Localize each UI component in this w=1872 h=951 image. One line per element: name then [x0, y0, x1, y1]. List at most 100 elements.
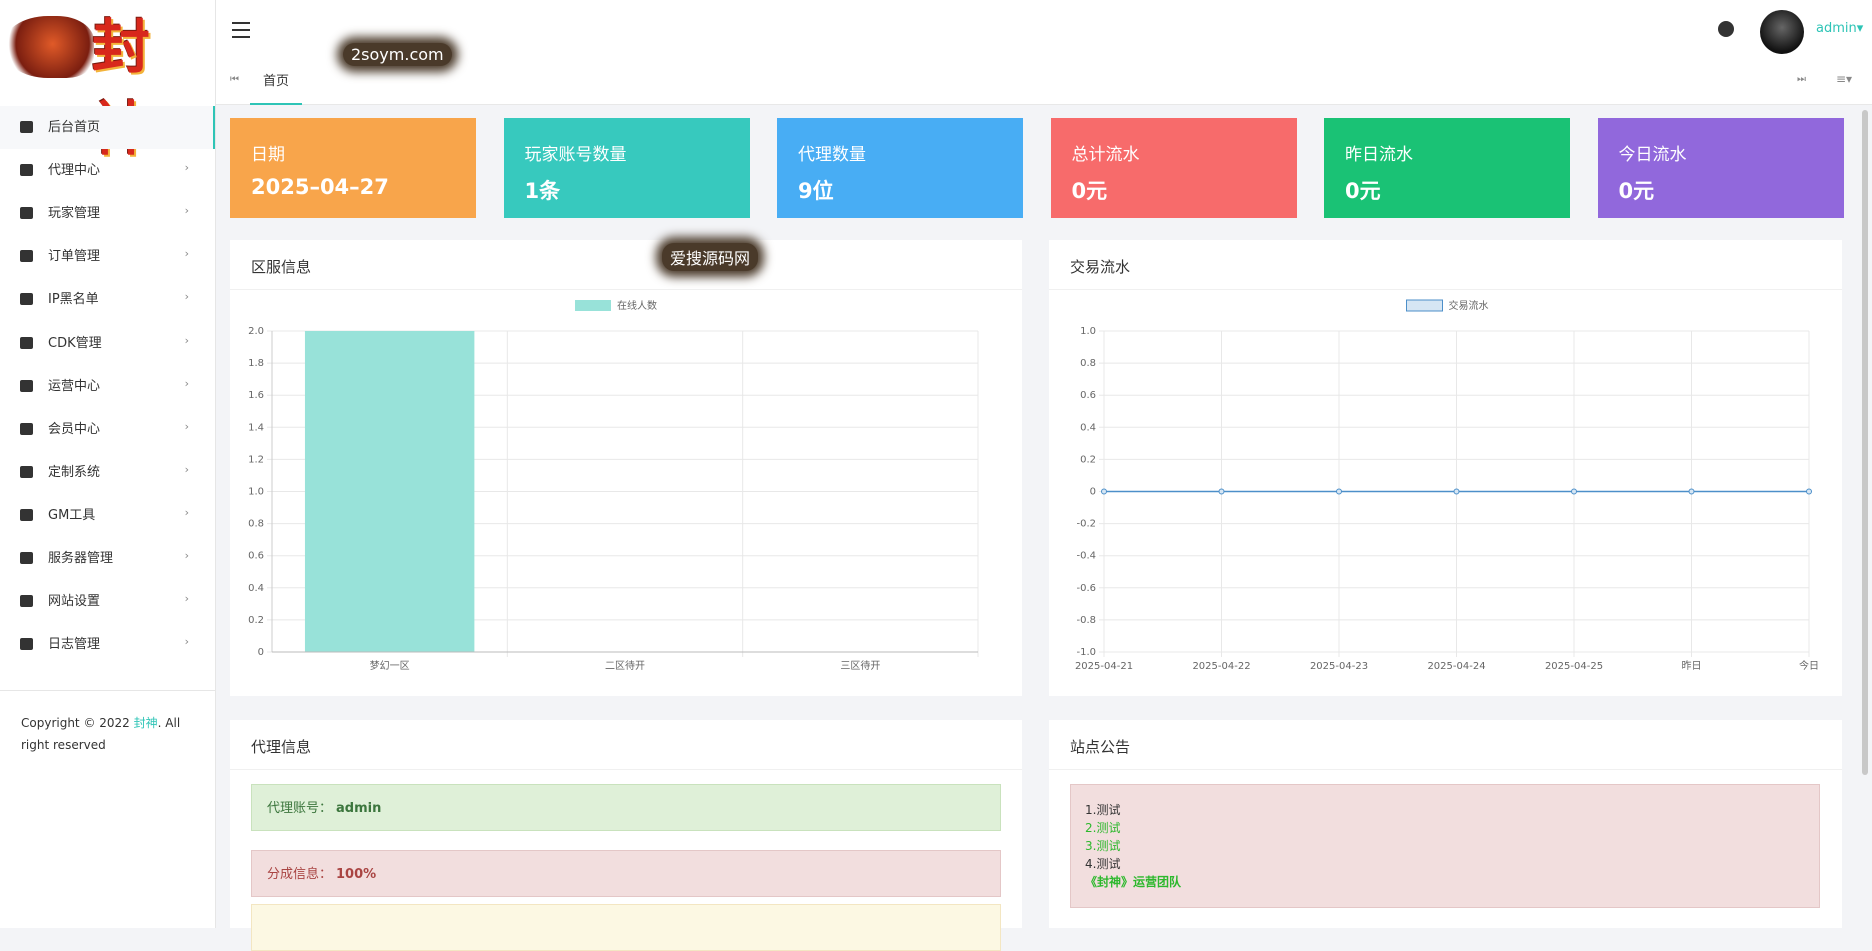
y-tick-label: -0.8: [1076, 615, 1096, 626]
menu-item[interactable]: GM工具 ›: [0, 494, 215, 537]
copyright-text: . All right reserved: [21, 716, 181, 752]
menu-label[interactable]: IP黑名单: [48, 292, 99, 308]
menu-item[interactable]: 运营中心 ›: [0, 365, 215, 408]
menu-label[interactable]: 运营中心: [48, 378, 101, 394]
menu-item[interactable]: 玩家管理 ›: [0, 192, 215, 235]
y-tick-label: 0.4: [1080, 422, 1096, 433]
tab-next[interactable]: ⏭: [1797, 74, 1806, 85]
menu-icon: [20, 422, 33, 435]
menu-item[interactable]: CDK管理 ›: [0, 322, 215, 365]
point: [1336, 488, 1342, 495]
stat-label: 昨日流水: [1345, 145, 1413, 165]
menu-toggle[interactable]: [232, 22, 250, 38]
x-tick-label: 2025-04-21: [1075, 661, 1133, 672]
scrollbar[interactable]: [1862, 110, 1868, 775]
panel-title: 代理信息: [230, 720, 1022, 770]
stat-value: 2025–04–27: [251, 175, 389, 199]
tab-prev[interactable]: ⏮: [230, 74, 239, 85]
stat-value: 0元: [1618, 179, 1655, 203]
stat-value: 1条: [524, 179, 561, 203]
menu-item[interactable]: 网站设置 ›: [0, 580, 215, 623]
menu-label[interactable]: 日志管理: [48, 637, 101, 653]
menu-item[interactable]: 服务器管理 ›: [0, 537, 215, 580]
menu-label[interactable]: 定制系统: [48, 464, 101, 480]
legend-label: 交易流水: [1449, 299, 1489, 312]
y-tick-label: 0.2: [248, 615, 264, 626]
menu-arrow: ›: [184, 290, 189, 304]
menu-item[interactable]: 定制系统 ›: [0, 451, 215, 494]
stat-card: 总计流水 0元: [1050, 118, 1297, 218]
point: [1218, 488, 1225, 495]
menu-arrow: ›: [184, 462, 189, 476]
menu-item[interactable]: 日志管理 ›: [0, 623, 215, 666]
watermark: 2soym.com: [343, 43, 452, 66]
y-tick-label: 0.6: [1080, 390, 1096, 401]
agent-value: admin: [336, 801, 382, 816]
copyright-text: Copyright © 2022: [21, 716, 130, 730]
stat-label: 玩家账号数量: [524, 145, 627, 165]
menu-label[interactable]: 后台首页: [48, 120, 101, 135]
notice-line: 2.测试: [1085, 821, 1121, 835]
menu-label[interactable]: 服务器管理: [48, 551, 114, 566]
logo-image: [2, 16, 94, 78]
menu-icon: [20, 293, 33, 306]
menu-label[interactable]: 会员中心: [48, 421, 101, 437]
point: [1806, 488, 1812, 495]
brand-link[interactable]: 封神: [133, 716, 158, 730]
agent-label: 分成信息：: [267, 867, 333, 882]
avatar[interactable]: [1760, 10, 1804, 54]
menu-icon: [20, 465, 33, 478]
menu-label[interactable]: CDK管理: [48, 335, 102, 351]
agent-label: 代理账号：: [267, 801, 333, 816]
theme-button[interactable]: [1718, 21, 1734, 37]
menu-item[interactable]: IP黑名单 ›: [0, 278, 215, 321]
menu-icon: [20, 508, 33, 521]
notice-line: 1.测试: [1085, 803, 1121, 817]
menu-arrow: ›: [184, 592, 189, 606]
stat-card: 代理数量 9位: [777, 118, 1023, 218]
menu-arrow: ›: [184, 247, 189, 261]
x-tick-label: 二区待开: [605, 659, 645, 672]
menu-icon: [20, 595, 33, 608]
x-tick-label: 2025-04-25: [1545, 661, 1603, 672]
y-tick-label: 1.4: [248, 422, 264, 433]
menu-item[interactable]: 代理中心 ›: [0, 149, 215, 192]
menu-arrow: ›: [184, 635, 189, 649]
y-tick-label: -1.0: [1076, 647, 1096, 658]
menu-icon: [20, 250, 33, 263]
y-tick-label: 0: [1090, 487, 1096, 498]
menu-arrow: ›: [184, 419, 189, 433]
legend-swatch: [575, 300, 611, 311]
menu-label[interactable]: 订单管理: [48, 249, 101, 265]
username[interactable]: admin: [1816, 21, 1857, 36]
x-tick-label: 2025-04-23: [1310, 661, 1368, 672]
point: [1453, 488, 1460, 495]
menu-arrow: ›: [184, 549, 189, 562]
y-tick-label: 0.8: [1080, 358, 1096, 369]
y-tick-label: 1.8: [248, 358, 264, 369]
menu-item[interactable]: 会员中心 ›: [0, 408, 215, 451]
copyright: Copyright © 2022 封神. All right reserved: [21, 712, 201, 756]
menu-icon: [20, 552, 33, 564]
top-bar: [216, 0, 1872, 105]
menu-label[interactable]: 代理中心: [48, 163, 101, 179]
tab[interactable]: 首页: [250, 66, 302, 105]
x-tick-label: 梦幻一区: [370, 659, 410, 672]
menu-label[interactable]: GM工具: [48, 507, 96, 523]
y-tick-label: 2.0: [248, 326, 264, 337]
menu-item[interactable]: 后台首页: [0, 106, 215, 149]
bar: [304, 331, 475, 652]
menu-icon: [20, 207, 33, 220]
notice-line: 《封神》运营团队: [1085, 875, 1182, 889]
panel-title: 区服信息: [230, 240, 1022, 290]
point: [1571, 488, 1577, 495]
user-menu[interactable]: admin▾: [1816, 21, 1864, 36]
tab-menu[interactable]: ≡▾: [1836, 72, 1853, 86]
menu-item[interactable]: 订单管理 ›: [0, 235, 215, 278]
menu-label[interactable]: 网站设置: [48, 594, 101, 610]
menu-label[interactable]: 玩家管理: [48, 206, 101, 222]
menu-icon: [20, 121, 33, 133]
panel: 代理信息 代理账号： admin 分成信息： 100%: [230, 720, 1022, 951]
